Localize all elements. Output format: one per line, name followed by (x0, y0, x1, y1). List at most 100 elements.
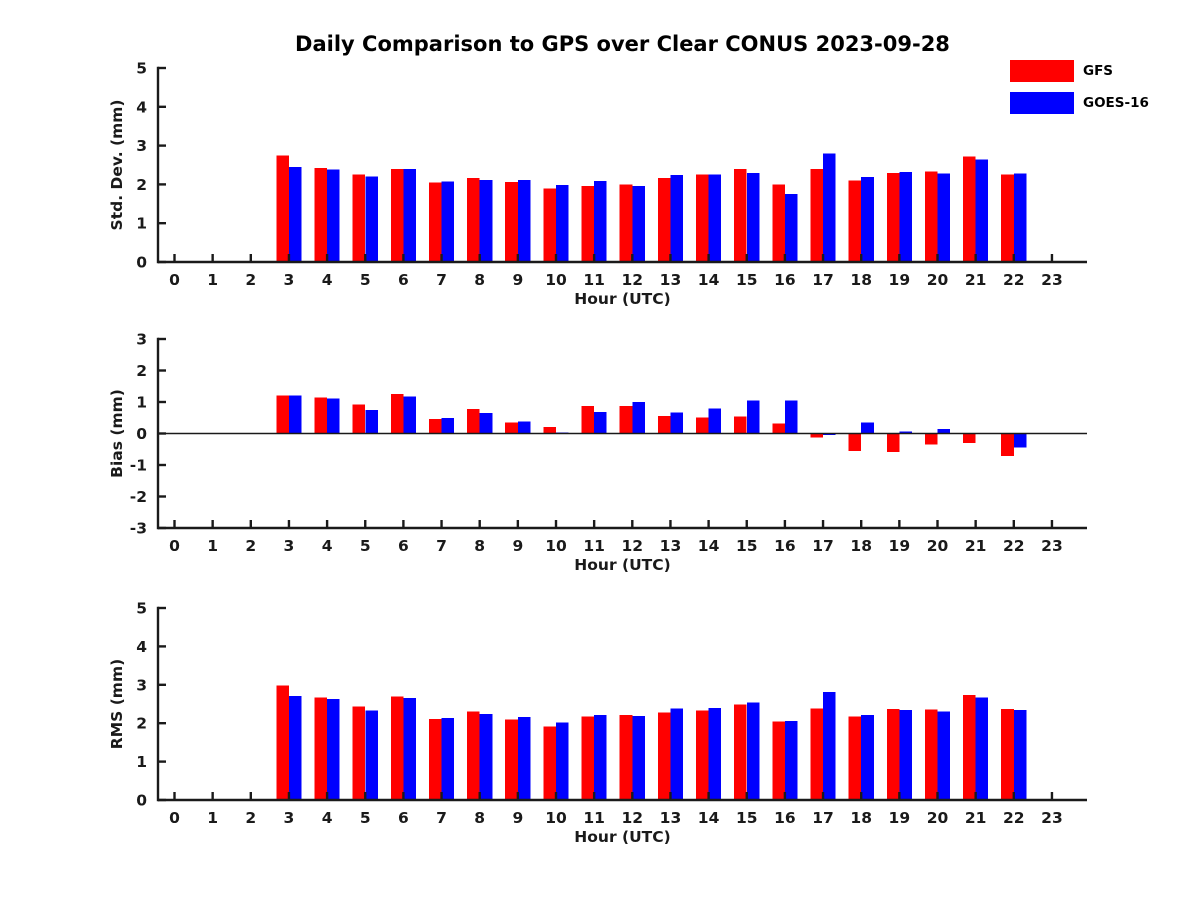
bars (276, 153, 1027, 262)
bar-goes-16-h15 (746, 400, 760, 434)
x-tick-label: 18 (850, 537, 872, 555)
x-tick-label: 1 (207, 271, 218, 289)
bar-goes-16-h14 (708, 707, 722, 800)
x-tick-label: 16 (774, 537, 796, 555)
x-axis-label: Hour (UTC) (574, 290, 670, 308)
bar-gfs-h12 (619, 184, 633, 262)
x-tick-label: 17 (812, 537, 834, 555)
bar-goes-16-h19 (899, 431, 912, 434)
x-tick-label: 20 (927, 809, 949, 827)
bar-gfs-h10 (543, 426, 556, 434)
bar-goes-16-h9 (517, 421, 531, 434)
legend: GFS GOES-16 (1010, 60, 1149, 114)
x-tick-label: 15 (736, 271, 758, 289)
x-tick-label: 18 (850, 809, 872, 827)
x-tick-label: 23 (1041, 537, 1063, 555)
bar-goes-16-h22 (1013, 433, 1027, 448)
bar-gfs-h8 (467, 409, 480, 434)
bar-goes-16-h13 (670, 708, 684, 800)
bar-gfs-h5 (352, 404, 366, 434)
bar-gfs-h18 (848, 433, 862, 451)
x-tick-label: 5 (360, 537, 371, 555)
bar-gfs-h17 (810, 168, 823, 262)
bar-goes-16-h5 (365, 176, 378, 262)
bar-goes-16-h16 (784, 194, 798, 262)
x-tick-label: 3 (284, 271, 295, 289)
x-tick-label: 16 (774, 809, 796, 827)
axes (156, 606, 1087, 802)
x-tick-label: 6 (398, 809, 409, 827)
bar-goes-16-h13 (670, 412, 684, 434)
x-tick-label: 8 (474, 271, 485, 289)
bar-gfs-h10 (543, 726, 556, 800)
bar-goes-16-h13 (670, 175, 684, 262)
x-tick-label: 2 (245, 537, 256, 555)
x-tick-label: 11 (583, 271, 605, 289)
x-tick-label: 7 (436, 271, 447, 289)
bar-goes-16-h12 (632, 402, 645, 434)
bar-gfs-h17 (810, 433, 823, 438)
bar-gfs-h20 (924, 433, 938, 445)
bar-goes-16-h20 (937, 711, 951, 800)
bar-goes-16-h14 (708, 408, 722, 434)
y-tick-label: 1 (136, 215, 147, 233)
y-tick-label: 3 (136, 676, 147, 694)
bar-gfs-h17 (810, 708, 823, 800)
y-tick-label: 4 (136, 98, 147, 116)
x-tick-label: 8 (474, 809, 485, 827)
bar-gfs-h14 (696, 174, 709, 262)
bar-gfs-h4 (314, 697, 328, 800)
bar-goes-16-h21 (975, 159, 989, 262)
y-tick-label: 1 (136, 394, 147, 412)
bar-gfs-h21 (963, 433, 976, 443)
bar-gfs-h9 (505, 719, 518, 800)
bar-gfs-h3 (276, 685, 289, 800)
y-tick-label: 5 (136, 600, 147, 618)
y-tick-label: 0 (136, 254, 147, 272)
bar-gfs-h11 (581, 186, 595, 262)
legend-swatch-gfs (1010, 60, 1074, 82)
legend-label-goes16: GOES-16 (1083, 95, 1149, 111)
x-axis-label: Hour (UTC) (574, 556, 670, 574)
bar-gfs-h12 (619, 715, 633, 800)
bar-goes-16-h6 (403, 396, 416, 434)
legend-label-gfs: GFS (1083, 63, 1114, 79)
x-tick-label: 11 (583, 537, 605, 555)
bar-goes-16-h14 (708, 174, 722, 262)
bar-goes-16-h8 (479, 180, 493, 262)
x-tick-label: 17 (812, 271, 834, 289)
y-tick-label: 0 (136, 425, 147, 443)
x-tick-label: 20 (927, 537, 949, 555)
bar-gfs-h13 (657, 712, 671, 800)
bar-goes-16-h3 (288, 166, 302, 262)
bar-goes-16-h4 (327, 699, 340, 800)
x-tick-label: 21 (965, 809, 987, 827)
bar-goes-16-h18 (861, 714, 874, 800)
bar-gfs-h9 (505, 422, 518, 434)
x-tick-label: 13 (660, 537, 682, 555)
bar-gfs-h16 (772, 184, 785, 262)
x-tick-label: 19 (889, 809, 911, 827)
bar-gfs-h5 (352, 174, 366, 262)
bar-goes-16-h15 (746, 702, 760, 800)
bar-goes-16-h6 (403, 168, 416, 262)
bars (276, 685, 1027, 800)
legend-item-gfs: GFS (1010, 60, 1149, 82)
bar-gfs-h18 (848, 716, 862, 800)
x-tick-label: 2 (245, 271, 256, 289)
bar-goes-16-h11 (594, 714, 607, 800)
bar-goes-16-h7 (441, 181, 455, 262)
bar-gfs-h22 (1001, 174, 1014, 262)
bar-gfs-h3 (276, 395, 289, 434)
bar-gfs-h21 (963, 694, 976, 800)
x-tick-label: 5 (360, 271, 371, 289)
bar-gfs-h15 (734, 168, 747, 262)
x-tick-label: 4 (322, 271, 333, 289)
bar-goes-16-h4 (327, 398, 340, 434)
x-tick-label: 8 (474, 537, 485, 555)
bar-goes-16-h8 (479, 714, 493, 800)
y-tick-label: 3 (136, 137, 147, 155)
